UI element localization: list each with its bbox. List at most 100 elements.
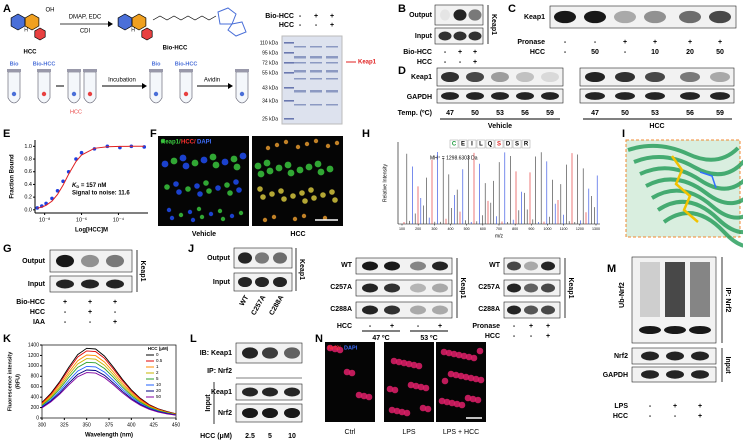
label: Keap1 — [358, 60, 377, 66]
gel-band — [310, 78, 322, 80]
cell — [447, 370, 455, 378]
cell — [395, 358, 403, 366]
label: IP: Nrf2 — [207, 368, 232, 375]
band — [541, 305, 555, 315]
row-label: Bio-HCC — [265, 13, 294, 20]
spectrum-line — [41, 361, 177, 416]
cell — [236, 187, 242, 193]
treatment-sign: - — [64, 319, 67, 326]
cell — [410, 361, 418, 369]
band — [507, 283, 521, 293]
annotation-part: D — [76, 184, 79, 189]
row-label: Pronase — [472, 323, 500, 330]
y-tick-label: 0.4 — [24, 182, 32, 188]
band — [541, 92, 559, 100]
label: DAPI — [344, 345, 358, 351]
cell — [233, 163, 241, 171]
biotin — [227, 21, 247, 37]
band — [56, 254, 74, 268]
ladder-band — [284, 100, 294, 102]
cell — [455, 351, 463, 359]
band — [615, 71, 635, 83]
treatment-sign: - — [114, 309, 117, 316]
label: HCC — [649, 123, 664, 130]
cell — [441, 377, 449, 385]
protein-label: Keap1 — [139, 260, 146, 281]
cell — [386, 385, 394, 393]
treatment-sign: - — [649, 413, 652, 420]
band — [255, 276, 269, 288]
treatment-sign: + — [653, 39, 657, 46]
cell — [187, 209, 193, 215]
label: DAPI — [197, 140, 212, 146]
point — [79, 150, 84, 155]
cell — [220, 216, 226, 222]
x-axis-label: Wavelength (nm) — [85, 433, 133, 439]
label: Output — [409, 12, 433, 19]
band — [410, 283, 426, 293]
treatment-sign: + — [88, 309, 92, 316]
y-tick-label: 200 — [31, 405, 40, 411]
cell — [462, 373, 470, 381]
cell — [417, 383, 425, 391]
spectrum-line — [41, 358, 177, 415]
cell — [474, 396, 482, 404]
blot — [355, 257, 453, 275]
band — [666, 351, 684, 361]
band — [691, 370, 709, 379]
cell — [296, 166, 304, 174]
cell — [450, 350, 458, 358]
band — [466, 92, 484, 100]
marker-label: 110 kDa — [260, 40, 278, 46]
band — [541, 261, 555, 271]
ribbon — [645, 177, 743, 206]
label: Keap1/ — [161, 140, 181, 146]
micrograph — [252, 136, 343, 226]
tube — [83, 71, 97, 104]
protein-dot — [153, 91, 159, 97]
x-tick-label: 700 — [496, 227, 502, 231]
gel-band — [326, 90, 338, 93]
band — [284, 407, 300, 419]
tube-cap — [149, 69, 163, 72]
x-tick-label: 1300 — [592, 227, 600, 231]
ladder-band — [284, 72, 294, 74]
x-tick-label: 800 — [512, 227, 518, 231]
band — [585, 71, 605, 83]
cell — [302, 198, 308, 204]
row-label: Pronase — [517, 39, 545, 46]
treatment-sign: - — [299, 22, 302, 29]
residue-box — [503, 139, 513, 149]
label: LPS + HCC — [443, 429, 479, 436]
label: Nrf2 — [218, 410, 232, 417]
cell — [403, 409, 411, 417]
band — [710, 71, 730, 83]
cell — [422, 384, 430, 392]
point — [55, 188, 60, 193]
band — [680, 71, 700, 83]
temperature: 59 — [716, 110, 724, 117]
row-label: IAA — [33, 319, 45, 326]
label: HCC (μM) — [200, 433, 232, 440]
cell — [325, 143, 331, 149]
ribbon — [650, 188, 743, 220]
cell — [254, 162, 262, 170]
protein-label: Keap1 — [567, 277, 574, 298]
spectrum-line — [41, 354, 177, 415]
treatment-sign: - — [64, 309, 67, 316]
residue: Q — [488, 142, 493, 148]
cell — [208, 211, 214, 217]
label: WT — [489, 262, 501, 269]
cell — [269, 191, 275, 197]
cell — [274, 142, 280, 148]
marker-label: 34 kDa — [262, 98, 278, 104]
y-tick-label: 0.6 — [24, 169, 32, 175]
label: Avidin — [204, 78, 220, 84]
y-tick-label: 600 — [31, 384, 40, 390]
gel-band — [294, 56, 306, 59]
treatment-sign: - — [444, 59, 447, 66]
label: IB: Keap1 — [200, 350, 232, 357]
ring — [10, 13, 26, 31]
cell — [215, 185, 221, 191]
